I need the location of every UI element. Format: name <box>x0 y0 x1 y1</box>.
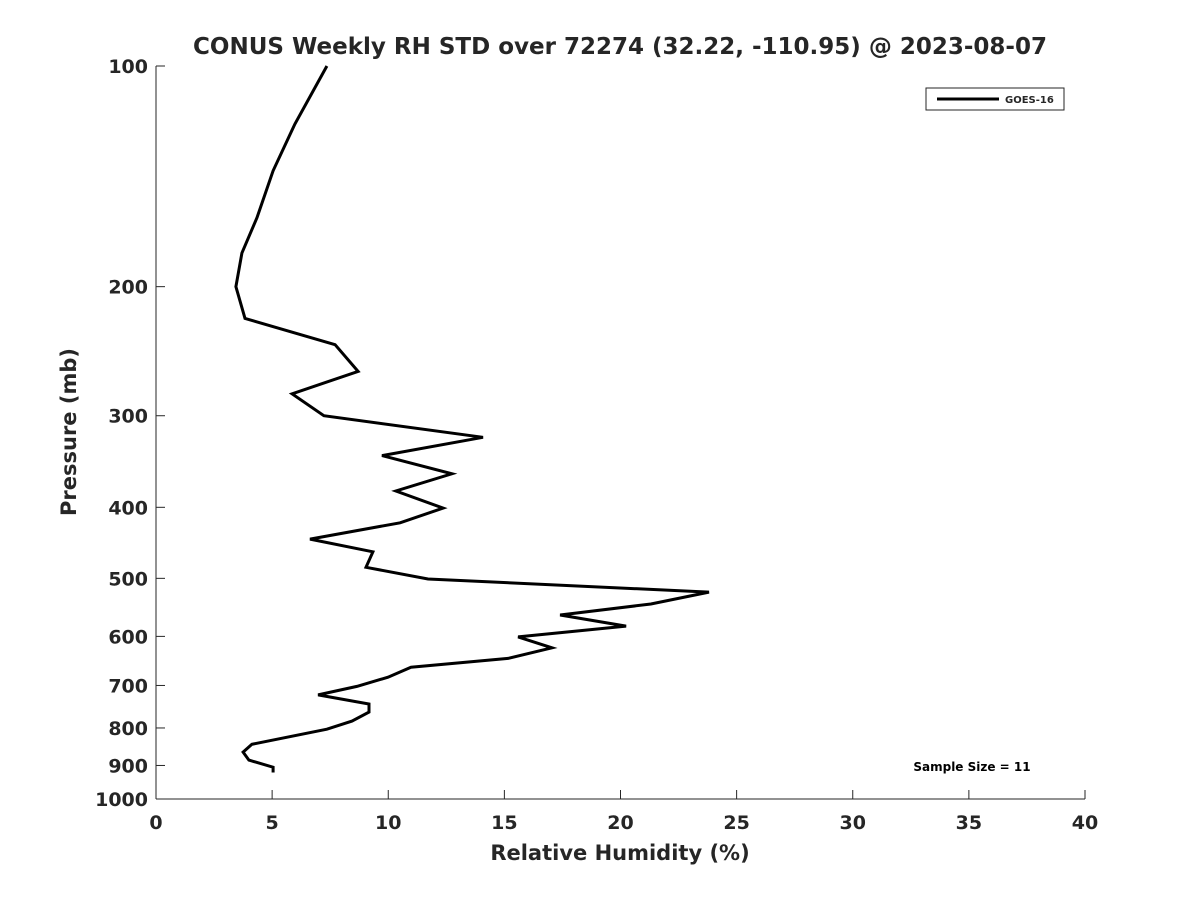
y-tick-label: 900 <box>108 755 148 777</box>
y-tick-label: 200 <box>108 277 148 299</box>
y-tick-label: 800 <box>108 718 148 740</box>
x-tick-label: 0 <box>149 812 162 834</box>
y-tick-label: 400 <box>108 497 148 519</box>
axes: 0 5 10 15 20 25 30 35 40 100 200 300 400 500 600 700 800… <box>95 56 1098 834</box>
y-tick-label: 100 <box>108 56 148 78</box>
x-tick-label: 20 <box>607 812 633 834</box>
x-tick-label: 35 <box>956 812 982 834</box>
y-tick-label: 500 <box>108 568 148 590</box>
x-tick-label: 15 <box>491 812 517 834</box>
x-tick-label: 30 <box>840 812 866 834</box>
y-tick-label: 1000 <box>95 789 148 811</box>
legend-label-goes-16: GOES-16 <box>1005 95 1054 106</box>
y-tick-label: 300 <box>108 406 148 428</box>
x-axis-label: Relative Humidity (%) <box>490 841 749 865</box>
plot-area <box>234 65 710 773</box>
sample-size-annotation: Sample Size = 11 <box>913 760 1030 774</box>
y-tick-label: 600 <box>108 626 148 648</box>
series-line-goes-16 <box>234 65 710 773</box>
y-tick-label: 700 <box>108 675 148 697</box>
x-tick-label: 10 <box>375 812 401 834</box>
x-tick-label: 25 <box>723 812 749 834</box>
chart-title: CONUS Weekly RH STD over 72274 (32.22, -… <box>193 34 1047 60</box>
x-tick-label: 40 <box>1072 812 1098 834</box>
x-tick-label: 5 <box>266 812 279 834</box>
y-axis-label: Pressure (mb) <box>57 348 81 516</box>
legend: GOES-16 <box>925 87 1065 111</box>
